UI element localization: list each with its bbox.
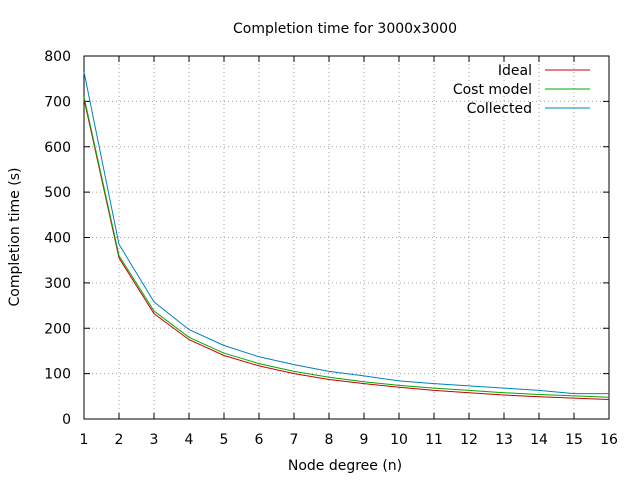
chart-title: Completion time for 3000x3000 — [233, 21, 457, 37]
y-tick-label: 800 — [44, 49, 71, 65]
y-tick-label: 600 — [44, 140, 71, 156]
y-tick-label: 500 — [44, 185, 71, 201]
y-tick-label: 400 — [44, 231, 71, 247]
x-tick-label: 11 — [425, 432, 443, 448]
legend-label-collected: Collected — [467, 101, 532, 117]
x-tick-label: 4 — [185, 432, 194, 448]
legend: Ideal Cost model Collected — [453, 63, 590, 117]
x-tick-label: 3 — [150, 432, 159, 448]
legend-label-ideal: Ideal — [498, 63, 532, 79]
y-tick-label: 700 — [44, 94, 71, 110]
x-axis-label: Node degree (n) — [288, 458, 402, 474]
x-tick-label: 8 — [325, 432, 334, 448]
x-tick-label: 9 — [360, 432, 369, 448]
x-tick-label: 13 — [495, 432, 513, 448]
x-tick-label: 1 — [80, 432, 89, 448]
series-lines — [83, 71, 610, 400]
x-tick-label: 15 — [565, 432, 583, 448]
y-tick-label: 0 — [62, 412, 71, 428]
series-line-collected — [83, 71, 609, 395]
x-tick-label: 5 — [220, 432, 229, 448]
series-line-ideal — [83, 98, 610, 400]
x-tick-label: 12 — [460, 432, 478, 448]
x-tick-label: 2 — [115, 432, 124, 448]
y-axis-label: Completion time (s) — [7, 168, 23, 307]
y-tick-label: 100 — [44, 367, 71, 383]
y-tick-label: 300 — [44, 276, 71, 292]
x-tick-label: 10 — [390, 432, 408, 448]
x-tick-label: 6 — [255, 432, 264, 448]
x-tick-label: 16 — [600, 432, 618, 448]
y-tick-label: 200 — [44, 321, 71, 337]
legend-label-cost-model: Cost model — [453, 82, 532, 98]
x-tick-label: 14 — [530, 432, 548, 448]
x-tick-label: 7 — [290, 432, 299, 448]
grid-lines — [84, 56, 609, 419]
series-line-cost-model — [83, 96, 610, 398]
